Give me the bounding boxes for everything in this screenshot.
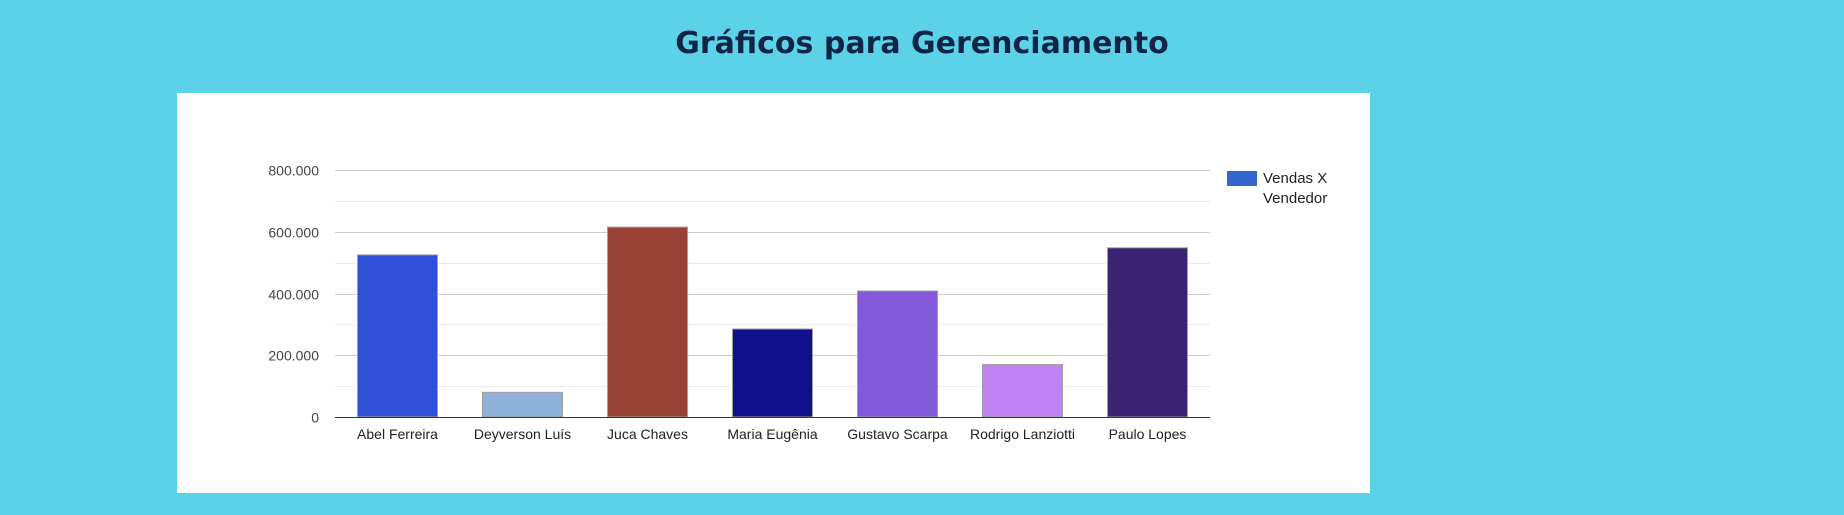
y-tick-label: 200.000 xyxy=(268,348,319,364)
chart-card: 0 200.000 400.000 600.000 800.000 Abel Ferrei… xyxy=(177,93,1370,493)
bar xyxy=(607,226,688,418)
legend-swatch xyxy=(1227,171,1257,186)
bar xyxy=(1107,247,1188,418)
bar xyxy=(732,328,813,418)
page-title: Gráficos para Gerenciamento xyxy=(675,26,1169,61)
bar-chart: 0 200.000 400.000 600.000 800.000 Abel Ferrei… xyxy=(268,163,1210,442)
x-tick-label: Gustavo Scarpa xyxy=(847,426,948,442)
x-tick-label: Maria Eugênia xyxy=(727,426,817,442)
y-tick-label: 800.000 xyxy=(268,163,319,179)
bar xyxy=(982,364,1063,418)
x-tick-label: Deyverson Luís xyxy=(474,426,571,442)
x-tick-label: Abel Ferreira xyxy=(357,426,438,442)
y-tick-label: 600.000 xyxy=(268,225,319,241)
legend-label: Vendas X Vendedor xyxy=(1263,170,1328,207)
bar xyxy=(357,254,438,418)
x-tick-label: Juca Chaves xyxy=(607,426,688,442)
chart-legend: Vendas X Vendedor xyxy=(1227,169,1343,209)
x-tick-label: Rodrigo Lanziotti xyxy=(970,426,1075,442)
bar xyxy=(857,290,938,418)
y-tick-label: 400.000 xyxy=(268,287,319,303)
bar xyxy=(482,391,563,418)
x-tick-label: Paulo Lopes xyxy=(1109,426,1187,442)
y-tick-label: 0 xyxy=(311,410,319,426)
